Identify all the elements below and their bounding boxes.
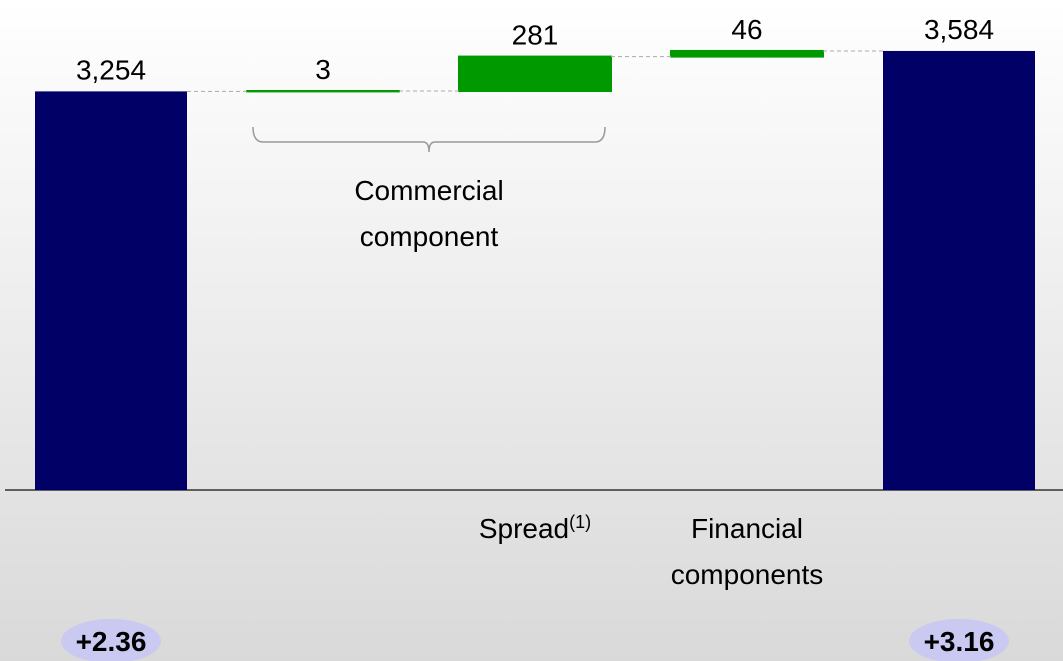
bar: [883, 50, 1035, 491]
category-text: Spread: [479, 513, 569, 544]
value-label: 46: [731, 14, 762, 45]
annotation: Commercial component: [354, 175, 503, 252]
value-label: 281: [512, 20, 559, 51]
category-line: components: [671, 559, 824, 590]
bar: [458, 55, 612, 93]
category-line: Financial: [691, 513, 803, 544]
badge: [61, 619, 161, 661]
value-label: 3: [315, 54, 331, 85]
value-label: 3,254: [76, 54, 146, 85]
badge-label: +3.16: [924, 626, 995, 657]
x-tick-label: Financial components: [671, 513, 824, 590]
annotation-line: Commercial: [354, 175, 503, 206]
badge: [909, 619, 1009, 661]
bar: [670, 49, 824, 58]
badge-label: +2.36: [76, 626, 147, 657]
category-superscript: (1): [569, 512, 591, 532]
annotation-line: component: [360, 221, 499, 252]
value-label: 3,584: [924, 14, 994, 45]
bar: [35, 91, 187, 490]
bracket: [252, 126, 606, 153]
x-tick-label: Spread(1): [479, 512, 591, 544]
